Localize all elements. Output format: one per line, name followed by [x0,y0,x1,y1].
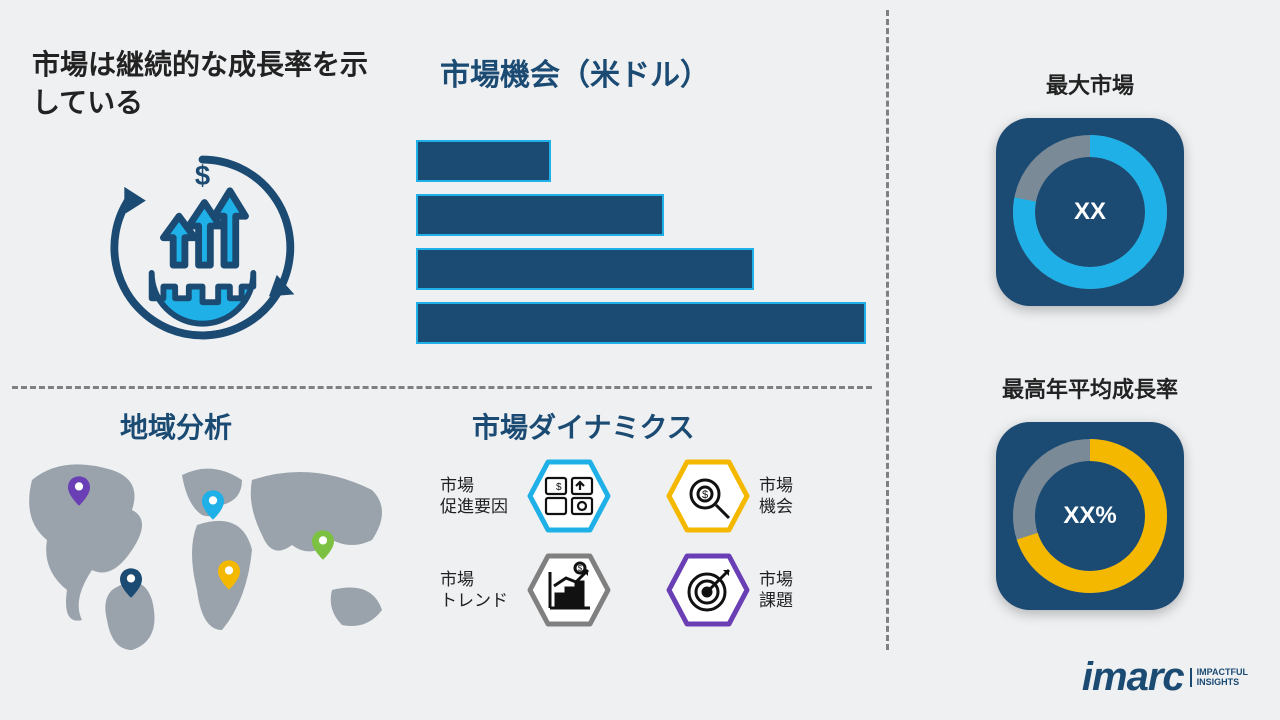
world-map [12,450,412,660]
card-one-value: XX [1074,198,1106,226]
dynamics-item: 市場トレンド $ [440,552,645,628]
hexagon-icon: $ [526,552,612,628]
chart-bar [416,140,551,182]
logo-tagline: IMPACTFULINSIGHTS [1190,668,1248,688]
map-pin-icon [312,530,334,560]
card-highest-cagr: 最高年平均成長率 XX% [940,372,1240,610]
card-two-title: 最高年平均成長率 [940,372,1240,404]
hexagon-icon: $ [526,458,612,534]
dynamics-item: 市場促進要因 $ [440,458,645,534]
horizontal-divider [12,386,872,389]
map-pin-icon [120,568,142,598]
hexagon-icon: $ [665,458,751,534]
bar-chart-title: 市場機会（米ドル） [440,50,710,94]
logo-text: imarc [1082,655,1184,700]
dynamics-grid: 市場促進要因 $ $ 市場機会市場トレンド $ 市場課題 [440,458,870,628]
brand-logo: imarc IMPACTFULINSIGHTS [1082,655,1248,700]
regional-title: 地域分析 [120,406,232,446]
dynamics-label: 市場促進要因 [440,475,518,518]
dynamics-item: 市場課題 [665,552,870,628]
svg-text:$: $ [556,482,562,493]
map-pin-icon [68,476,90,506]
card-largest-market: 最大市場 XX [940,68,1240,306]
map-pin-icon [202,490,224,520]
growth-title: 市場は継続的な成長率を示している [32,46,372,122]
chart-bar [416,302,866,344]
svg-text:$: $ [195,160,210,191]
map-pin-icon [218,560,240,590]
vertical-divider [886,10,889,650]
card-one-title: 最大市場 [940,68,1240,100]
dynamics-item: $ 市場機会 [665,458,870,534]
dynamics-title: 市場ダイナミクス [472,406,695,446]
growth-icon: $ [95,140,310,355]
dynamics-label: 市場トレンド [440,569,518,612]
dynamics-label: 市場機会 [759,475,837,518]
bar-chart [416,140,866,350]
chart-bar [416,248,754,290]
svg-text:$: $ [702,489,708,501]
hexagon-icon [665,552,751,628]
svg-text:$: $ [578,564,583,573]
chart-bar [416,194,664,236]
card-two-value: XX% [1063,502,1116,530]
dynamics-label: 市場課題 [759,569,837,612]
